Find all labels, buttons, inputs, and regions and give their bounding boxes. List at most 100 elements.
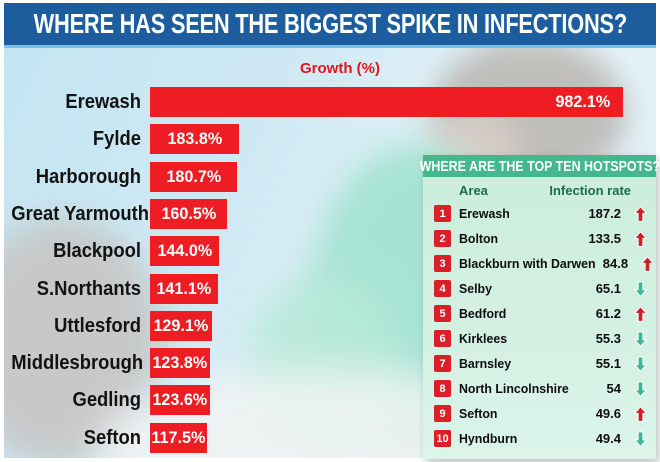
bar-value-label: 982.1% <box>555 92 611 111</box>
area-label: Selby <box>459 281 492 296</box>
hotspot-row: 6 Kirklees 55.3 <box>434 326 647 351</box>
rate-value: 187.2 <box>588 206 621 221</box>
bar-category-label: Fylde <box>92 128 141 150</box>
hotspots-title: WHERE ARE THE TOP TEN HOTSPOTS? <box>419 157 660 175</box>
bar: 183.8% <box>150 124 239 154</box>
hotspot-row: 7 Barnsley 55.1 <box>434 351 647 376</box>
rate-value: 55.1 <box>595 356 621 371</box>
rate-value: 65.1 <box>595 281 621 296</box>
hotspot-rows: 1 Erewash 187.2 2 Bolton 133.5 3 Blackburn with… <box>434 201 655 451</box>
bar-category-label: Great Yarmouth <box>11 203 149 225</box>
rank-badge: 7 <box>434 355 451 372</box>
trend-down-icon <box>634 355 647 372</box>
rate-value: 54 <box>606 381 621 396</box>
rank-badge: 2 <box>434 230 451 247</box>
bar: 160.5% <box>150 199 227 229</box>
rate-value: 61.2 <box>595 306 621 321</box>
bar-value-label: 183.8% <box>167 129 222 148</box>
bar-row: Harborough 180.7% <box>0 162 660 192</box>
bar: 117.5% <box>150 423 207 453</box>
hotspot-row: 3 Blackburn with Darwen 84.8 <box>434 251 655 276</box>
rank-badge: 10 <box>434 430 451 447</box>
trend-down-icon <box>634 430 647 447</box>
area-label: North Lincolnshire <box>459 381 569 396</box>
bar-category-label: Harborough <box>35 166 141 188</box>
bar: 144.0% <box>150 236 219 266</box>
bar-value-label: 141.1% <box>156 279 212 298</box>
bar-row: Gedling 123.6% <box>0 385 660 415</box>
area-label: Bedford <box>459 306 507 321</box>
bar-category-label: Gedling <box>72 389 141 411</box>
rate-value: 133.5 <box>588 231 621 246</box>
rate-value: 84.8 <box>602 256 629 271</box>
bar-category-label: Sefton <box>83 427 141 449</box>
area-label: Bolton <box>459 231 499 246</box>
bar-value-label: 144.0% <box>157 241 212 260</box>
bar-row: Erewash 982.1% <box>0 87 660 117</box>
bar: 982.1% <box>150 87 623 117</box>
bar: 180.7% <box>150 162 237 192</box>
hotspot-row: 4 Selby 65.1 <box>434 276 647 301</box>
trend-up-icon <box>634 305 647 322</box>
hotspot-row: 2 Bolton 133.5 <box>434 226 647 251</box>
bar-value-label: 117.5% <box>151 428 206 447</box>
bar-category-label: Uttlesford <box>54 315 142 337</box>
bar-category-label: Middlesbrough <box>11 352 144 374</box>
bar-value-label: 129.1% <box>153 316 209 335</box>
rate-value: 49.4 <box>595 431 621 446</box>
rank-badge: 4 <box>434 280 451 297</box>
rank-badge: 9 <box>434 405 451 422</box>
area-label: Barnsley <box>459 356 512 371</box>
bar: 141.1% <box>150 274 218 304</box>
title-banner: WHERE HAS SEEN THE BIGGEST SPIKE IN INFE… <box>4 3 656 48</box>
bar-row: Fylde 183.8% <box>0 124 660 154</box>
rank-badge: 8 <box>434 380 451 397</box>
column-header-infection-rate: Infection rate <box>549 183 631 198</box>
rate-value: 55.3 <box>595 331 621 346</box>
hotspots-column-headers: Area Infection rate <box>434 180 647 201</box>
trend-up-icon <box>634 405 647 422</box>
hotspot-row: 5 Bedford 61.2 <box>434 301 647 326</box>
rank-badge: 3 <box>434 255 451 272</box>
area-label: Sefton <box>459 406 498 421</box>
bar-value-label: 123.6% <box>152 390 208 409</box>
trend-up-icon <box>641 255 655 272</box>
rank-badge: 5 <box>434 305 451 322</box>
hotspots-header: WHERE ARE THE TOP TEN HOTSPOTS? <box>419 155 660 177</box>
bar-row: Uttlesford 129.1% <box>0 311 660 341</box>
bar-category-label: S.Northants <box>36 278 141 300</box>
bar: 129.1% <box>150 311 212 341</box>
hotspot-row: 1 Erewash 187.2 <box>434 201 647 226</box>
trend-down-icon <box>634 280 647 297</box>
rank-badge: 1 <box>434 205 451 222</box>
hotspot-row: 9 Sefton 49.6 <box>434 401 647 426</box>
page-title: WHERE HAS SEEN THE BIGGEST SPIKE IN INFE… <box>33 8 627 39</box>
bar-row: Middlesbrough 123.8% <box>0 348 660 378</box>
rate-value: 49.6 <box>595 406 621 421</box>
area-label: Kirklees <box>459 331 508 346</box>
bar-category-label: Blackpool <box>53 240 141 262</box>
area-label: Erewash <box>459 206 510 221</box>
trend-down-icon <box>634 380 647 397</box>
axis-label-growth: Growth (%) <box>300 60 380 77</box>
trend-up-icon <box>634 205 647 222</box>
column-header-area: Area <box>459 183 488 198</box>
bar-value-label: 180.7% <box>166 167 221 186</box>
rank-badge: 6 <box>434 330 451 347</box>
hotspot-row: 10 Hyndburn 49.4 <box>434 426 647 451</box>
trend-down-icon <box>634 330 647 347</box>
bar-row: S.Northants 141.1% <box>0 274 660 304</box>
bar-category-label: Erewash <box>65 91 141 113</box>
trend-up-icon <box>634 230 647 247</box>
hotspot-row: 8 North Lincolnshire 54 <box>434 376 647 401</box>
bar-value-label: 160.5% <box>161 204 216 223</box>
bar: 123.8% <box>150 348 210 378</box>
area-label: Hyndburn <box>459 431 518 446</box>
area-label: Blackburn with Darwen <box>459 256 596 271</box>
hotspots-body: Area Infection rate 1 Erewash 187.2 2 Bolton… <box>423 177 656 459</box>
bar-row: Great Yarmouth 160.5% <box>0 199 660 229</box>
bar-value-label: 123.8% <box>152 353 208 372</box>
hotspots-panel: WHERE ARE THE TOP TEN HOTSPOTS? Area Inf… <box>419 155 660 459</box>
